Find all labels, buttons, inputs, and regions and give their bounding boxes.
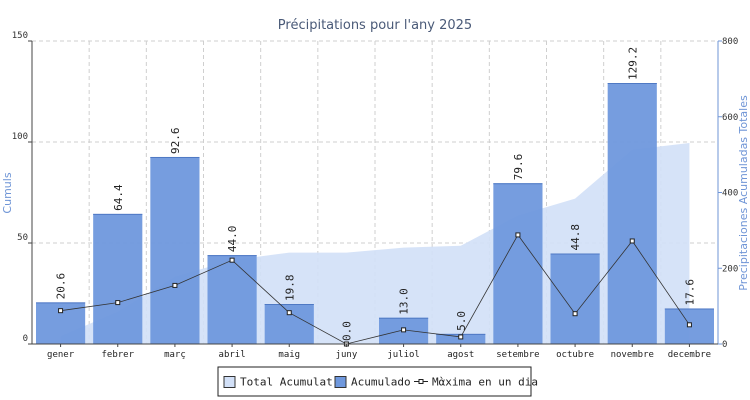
x-tick-label: decembre	[668, 350, 711, 360]
x-tick-label: agost	[447, 350, 474, 360]
point-max-day-novembre	[629, 238, 635, 244]
y-right-tick-label: 0	[722, 340, 727, 350]
x-tick-label: maig	[278, 350, 300, 360]
bar-maig	[264, 304, 314, 344]
x-tick-label: abril	[219, 350, 246, 360]
point-max-day-setembre	[515, 232, 521, 238]
data-label-març: 92.6	[169, 127, 182, 154]
x-tick-label: febrer	[101, 350, 134, 360]
y-right-tick-label: 800	[722, 37, 738, 47]
x-tick-label: octubre	[556, 350, 594, 360]
data-label-juny: 0.0	[340, 321, 353, 341]
y-left-tick-label: 50	[17, 233, 28, 243]
point-max-day-gener	[58, 308, 64, 314]
x-tick-label: març	[164, 350, 186, 360]
legend-label-max-day: Mὰxima en un dia	[432, 376, 538, 389]
point-max-day-febrer	[115, 300, 121, 306]
legend-label-acumulado: Acumulado	[351, 376, 411, 389]
legend-swatch-total-acumulat	[223, 376, 236, 388]
x-tick-label: novembre	[611, 350, 654, 360]
bar-febrer	[93, 213, 143, 344]
y-left-tick-label: 100	[12, 132, 28, 142]
data-labels: 20.6 64.4 92.6 44.0 19.8 0.0 13.0 5.0 79.6 44.8 12…	[55, 47, 697, 341]
legend-box	[217, 366, 532, 397]
y-right-tick-label: 600	[722, 113, 738, 123]
bar-setembre	[493, 183, 543, 344]
data-label-decembre: 17.6	[683, 279, 696, 306]
point-max-day-agost	[458, 334, 464, 340]
y-axis-right-title: Precipitaciones Acumuladas Totales	[737, 95, 750, 291]
max-day-line	[58, 232, 692, 347]
bar-octubre	[550, 253, 600, 344]
point-max-day-abril	[229, 257, 235, 263]
data-label-gener: 20.6	[55, 273, 68, 300]
bar-abril	[207, 255, 257, 344]
x-tick-label: gener	[47, 350, 75, 360]
x-tick-label: juny	[336, 350, 358, 360]
bar-novembre	[607, 83, 657, 345]
bar-març	[150, 156, 200, 344]
legend-label-total-acumulat: Total Acumulat	[240, 376, 333, 389]
point-max-day-juliol	[401, 327, 407, 333]
point-max-day-decembre	[686, 322, 692, 328]
y-right-tick-label: 200	[722, 264, 738, 274]
legend: Total Acumulat Acumulado Mὰxima en un dia	[217, 366, 538, 397]
data-label-novembre: 129.2	[626, 47, 639, 80]
legend-marker-max-day	[418, 379, 424, 384]
data-label-juliol: 13.0	[398, 288, 411, 315]
data-label-maig: 19.8	[283, 275, 296, 302]
chart-title: Précipitations pour l'any 2025	[278, 18, 472, 33]
line-max-day	[60, 234, 690, 345]
point-max-day-maig	[286, 310, 292, 316]
data-label-abril: 44.0	[226, 226, 239, 253]
y-right-tick-label: 400	[722, 189, 738, 199]
point-max-day-octubre	[572, 311, 578, 317]
x-tick-label: juliol	[387, 350, 420, 360]
y-left-tick-label: 0	[23, 334, 28, 344]
y-axis-left-title: Cumuls	[1, 172, 14, 213]
data-label-octubre: 44.8	[569, 224, 582, 251]
axes: 0 50 100 150 0 200 400 600 800 gener febrer març abr…	[12, 31, 739, 360]
point-max-day-març	[172, 282, 178, 288]
x-tick-label: setembre	[496, 350, 539, 360]
legend-swatch-acumulado	[334, 376, 347, 388]
data-label-agost: 5.0	[455, 311, 468, 331]
y-left-tick-label: 150	[12, 31, 28, 41]
data-label-febrer: 64.4	[112, 184, 125, 211]
data-label-setembre: 79.6	[512, 154, 525, 181]
